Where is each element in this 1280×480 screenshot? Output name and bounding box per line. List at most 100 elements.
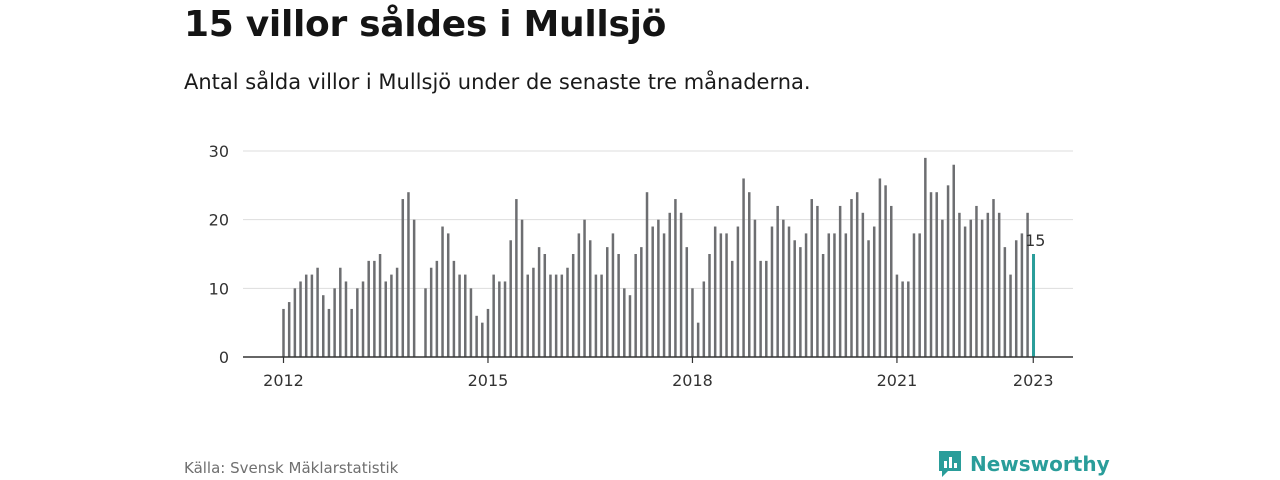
chart-subtitle: Antal sålda villor i Mullsjö under de se… bbox=[184, 70, 811, 94]
bar bbox=[492, 274, 495, 357]
bar bbox=[537, 247, 541, 357]
bar bbox=[935, 192, 938, 357]
bar bbox=[929, 192, 933, 357]
bar bbox=[435, 260, 439, 357]
bar bbox=[594, 274, 598, 357]
bar bbox=[520, 219, 524, 357]
bar bbox=[696, 322, 700, 357]
bar bbox=[708, 254, 711, 357]
bar bbox=[719, 233, 723, 357]
bar bbox=[350, 308, 353, 357]
bar bbox=[526, 274, 529, 357]
bar bbox=[776, 205, 779, 357]
bar bbox=[753, 219, 757, 357]
bar bbox=[855, 192, 859, 357]
bar bbox=[997, 212, 1001, 357]
bar bbox=[333, 288, 336, 357]
bar bbox=[310, 274, 314, 357]
bar bbox=[429, 267, 433, 357]
bar bbox=[577, 233, 581, 357]
bar bbox=[640, 247, 643, 357]
bar bbox=[861, 212, 865, 357]
bar bbox=[628, 295, 632, 357]
bar bbox=[390, 274, 393, 357]
bar bbox=[583, 219, 586, 357]
bar bbox=[958, 212, 961, 357]
bar bbox=[765, 260, 768, 357]
bar bbox=[498, 281, 501, 357]
bar bbox=[606, 247, 609, 357]
bar bbox=[401, 199, 405, 357]
bar bbox=[975, 205, 978, 357]
bar bbox=[821, 254, 825, 357]
bar bbox=[515, 199, 518, 357]
bar bbox=[799, 247, 802, 357]
bar bbox=[804, 233, 808, 357]
brand-name: Newsworthy bbox=[970, 452, 1110, 476]
bar bbox=[912, 233, 916, 357]
bar bbox=[924, 157, 927, 357]
bar bbox=[833, 233, 836, 357]
bar bbox=[611, 233, 615, 357]
bar bbox=[600, 274, 603, 357]
bar bbox=[395, 267, 399, 357]
bar bbox=[407, 192, 410, 357]
bar bbox=[725, 233, 728, 357]
bar bbox=[464, 274, 467, 357]
bar bbox=[424, 288, 427, 357]
y-axis-ticks: 0 10 20 30 bbox=[209, 142, 229, 367]
bar bbox=[532, 267, 535, 357]
bar bbox=[969, 219, 973, 357]
bar bbox=[549, 274, 552, 357]
bar bbox=[736, 226, 740, 357]
bar bbox=[634, 254, 637, 357]
bar bbox=[469, 288, 473, 357]
bar bbox=[850, 199, 853, 357]
bar bbox=[554, 274, 558, 357]
bar bbox=[509, 240, 512, 357]
x-tick-label: 2012 bbox=[263, 371, 304, 390]
y-tick-label: 0 bbox=[219, 348, 229, 367]
newsworthy-logo-icon bbox=[939, 451, 961, 477]
bar bbox=[543, 254, 547, 357]
bar bbox=[1026, 212, 1029, 357]
bar bbox=[1003, 247, 1007, 357]
bar bbox=[668, 212, 671, 357]
y-tick-label: 10 bbox=[209, 279, 229, 298]
bar bbox=[895, 274, 899, 357]
bar bbox=[810, 199, 813, 357]
bar bbox=[844, 233, 848, 357]
bar bbox=[458, 274, 461, 357]
bar bbox=[373, 260, 376, 357]
bar bbox=[941, 219, 944, 357]
bar bbox=[304, 274, 308, 357]
bar bbox=[367, 260, 370, 357]
bar bbox=[713, 226, 717, 357]
bar bbox=[793, 240, 796, 357]
bar bbox=[986, 212, 990, 357]
bar bbox=[782, 219, 785, 357]
bar bbox=[890, 205, 893, 357]
bar bbox=[327, 308, 331, 357]
bar bbox=[452, 260, 456, 357]
bar bbox=[827, 233, 831, 357]
bar bbox=[980, 219, 984, 357]
bar-highlight bbox=[1032, 254, 1036, 357]
bar bbox=[645, 192, 649, 357]
bar bbox=[441, 226, 444, 357]
bar bbox=[901, 281, 904, 357]
bar bbox=[339, 267, 342, 357]
bar bbox=[730, 260, 734, 357]
bar bbox=[566, 267, 569, 357]
bar bbox=[344, 281, 348, 357]
bar bbox=[1014, 240, 1018, 357]
bar bbox=[446, 233, 450, 357]
bar bbox=[1009, 274, 1012, 357]
bar bbox=[651, 226, 654, 357]
bar bbox=[907, 281, 910, 357]
y-tick-label: 30 bbox=[209, 142, 229, 161]
y-tick-label: 20 bbox=[209, 211, 229, 230]
bar bbox=[992, 199, 995, 357]
bar bbox=[316, 267, 319, 357]
x-tick-label: 2015 bbox=[468, 371, 509, 390]
